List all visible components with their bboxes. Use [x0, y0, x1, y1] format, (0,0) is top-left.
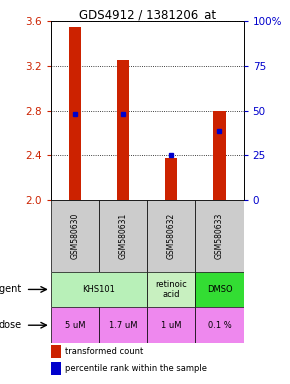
- Bar: [195, 271, 244, 307]
- Bar: [117, 60, 129, 200]
- Text: transformed count: transformed count: [65, 347, 144, 356]
- Bar: [99, 307, 147, 343]
- Text: agent: agent: [0, 285, 22, 295]
- Text: retinoic
acid: retinoic acid: [155, 280, 187, 299]
- Text: KHS101: KHS101: [83, 285, 115, 294]
- Text: GSM580630: GSM580630: [70, 213, 79, 259]
- Text: DMSO: DMSO: [207, 285, 232, 294]
- Bar: [69, 27, 81, 200]
- Text: percentile rank within the sample: percentile rank within the sample: [65, 364, 207, 373]
- Text: 5 uM: 5 uM: [65, 321, 85, 330]
- Bar: [195, 307, 244, 343]
- Text: GSM580631: GSM580631: [119, 213, 128, 259]
- Bar: [99, 200, 147, 271]
- Text: dose: dose: [0, 320, 22, 330]
- Text: GSM580633: GSM580633: [215, 213, 224, 259]
- Bar: [51, 307, 99, 343]
- Bar: [147, 307, 195, 343]
- Text: 0.1 %: 0.1 %: [208, 321, 231, 330]
- Text: GSM580632: GSM580632: [167, 213, 176, 259]
- Bar: [51, 200, 99, 271]
- Bar: [195, 200, 244, 271]
- Text: 1.7 uM: 1.7 uM: [109, 321, 137, 330]
- Bar: [51, 346, 61, 358]
- Bar: [147, 271, 195, 307]
- Text: 1 uM: 1 uM: [161, 321, 182, 330]
- Bar: [165, 157, 177, 200]
- Bar: [213, 111, 226, 200]
- Bar: [51, 271, 147, 307]
- Title: GDS4912 / 1381206_at: GDS4912 / 1381206_at: [79, 8, 216, 21]
- Bar: [51, 362, 61, 375]
- Bar: [147, 200, 195, 271]
